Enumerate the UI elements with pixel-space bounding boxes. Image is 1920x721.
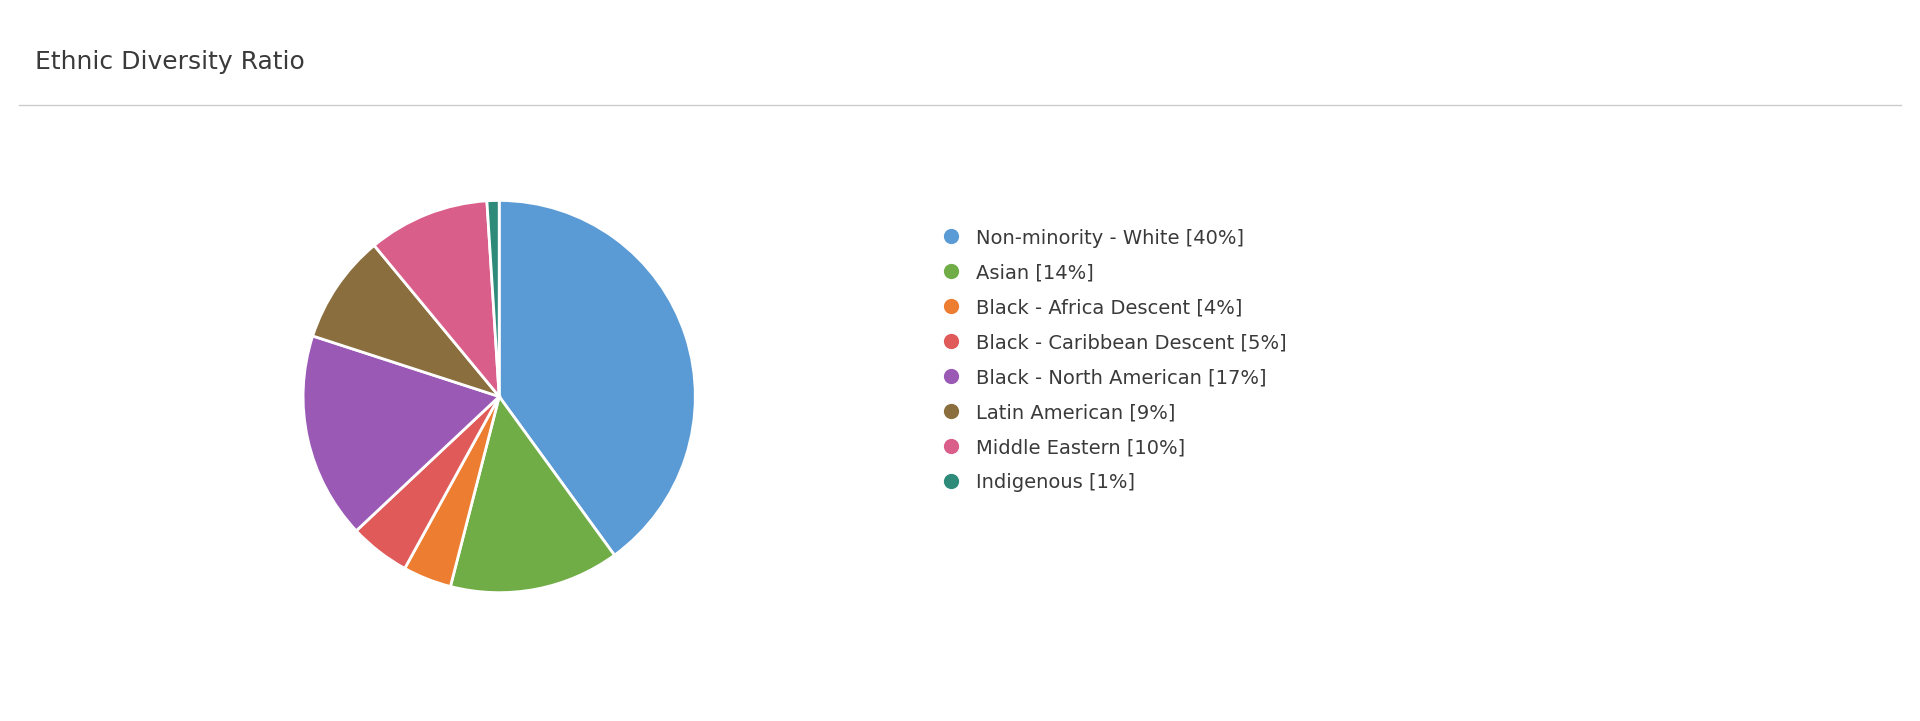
Legend: Non-minority - White [40%], Asian [14%], Black - Africa Descent [4%], Black - Ca: Non-minority - White [40%], Asian [14%],… xyxy=(941,229,1286,492)
Wedge shape xyxy=(499,200,695,555)
Wedge shape xyxy=(313,245,499,397)
Wedge shape xyxy=(374,201,499,397)
Text: Ethnic Diversity Ratio: Ethnic Diversity Ratio xyxy=(35,50,303,74)
Wedge shape xyxy=(405,397,499,586)
Wedge shape xyxy=(357,397,499,568)
Wedge shape xyxy=(303,336,499,531)
Wedge shape xyxy=(488,200,499,397)
Wedge shape xyxy=(451,397,614,593)
